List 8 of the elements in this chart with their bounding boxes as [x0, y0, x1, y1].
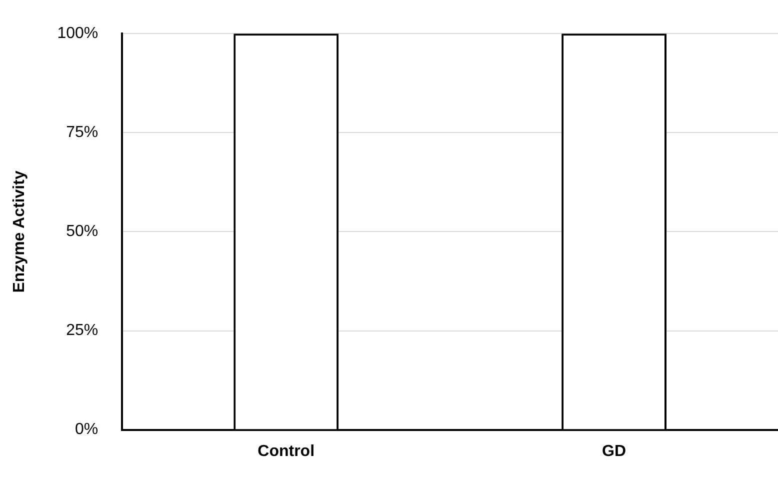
- x-tick-label: Control: [258, 442, 315, 460]
- y-tick-label: 25%: [66, 322, 98, 340]
- y-tick-label: 0%: [74, 421, 98, 438]
- y-axis-title: Enzyme Activity: [11, 170, 28, 293]
- y-tick-label: 50%: [66, 223, 98, 240]
- y-tick-label: 75%: [66, 124, 98, 142]
- x-tick-label: GD: [602, 442, 626, 460]
- y-tick-label: 100%: [57, 25, 98, 42]
